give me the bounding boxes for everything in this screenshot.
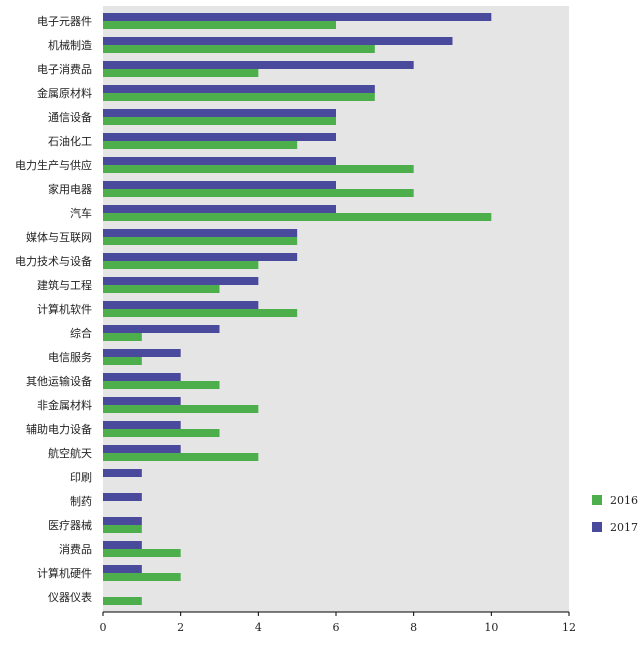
bar-2017 <box>103 493 142 501</box>
category-label: 汽车 <box>70 206 92 220</box>
bar-2016 <box>103 453 259 461</box>
bar-2017 <box>103 325 220 333</box>
x-tick-label: 0 <box>100 621 107 634</box>
bar-2016 <box>103 141 298 149</box>
bar-2017 <box>103 205 336 213</box>
bar-2017 <box>103 253 298 261</box>
category-label: 非金属材料 <box>37 398 92 412</box>
bar-2016 <box>103 69 259 77</box>
bar-2017 <box>103 133 336 141</box>
bar-2017 <box>103 445 181 453</box>
bar-2016 <box>103 45 375 53</box>
category-label: 通信设备 <box>48 110 92 124</box>
bar-2017 <box>103 13 492 21</box>
category-label: 辅助电力设备 <box>26 422 92 436</box>
category-label: 制药 <box>70 495 92 508</box>
category-label: 计算机硬件 <box>37 566 92 580</box>
legend: 2016 2017 <box>592 494 638 534</box>
bar-2016 <box>103 333 142 341</box>
legend-swatch <box>592 522 602 532</box>
x-tick-label: 8 <box>410 621 417 634</box>
category-label: 消费品 <box>59 542 92 556</box>
bar-2017 <box>103 109 336 117</box>
category-label: 印刷 <box>70 471 92 484</box>
bar-2017 <box>103 301 259 309</box>
bar-2016 <box>103 573 181 581</box>
category-label: 综合 <box>70 326 92 340</box>
category-label: 电力技术与设备 <box>15 254 92 268</box>
bar-2017 <box>103 277 259 285</box>
bar-2017 <box>103 565 142 573</box>
category-label: 医疗器械 <box>48 518 92 532</box>
bar-2016 <box>103 237 298 245</box>
x-tick-label: 12 <box>562 621 576 634</box>
category-label: 机械制造 <box>48 38 92 52</box>
bar-2016 <box>103 429 220 437</box>
legend-label: 2016 <box>610 494 638 507</box>
bar-2016 <box>103 381 220 389</box>
bar-2016 <box>103 261 259 269</box>
category-label: 航空航天 <box>48 446 92 460</box>
bar-2017 <box>103 85 375 93</box>
legend-label: 2017 <box>610 521 638 534</box>
bar-2017 <box>103 373 181 381</box>
bar-2016 <box>103 405 259 413</box>
x-axis-ticks: 0 2 4 6 8 10 12 <box>100 612 576 634</box>
bar-2017 <box>103 517 142 525</box>
category-label: 其他运输设备 <box>26 374 92 388</box>
category-label: 石油化工 <box>48 134 92 148</box>
bar-2016 <box>103 597 142 605</box>
x-tick-label: 4 <box>255 621 262 634</box>
category-label: 电子元器件 <box>37 15 92 28</box>
bar-2017 <box>103 421 181 429</box>
x-tick-label: 6 <box>333 621 340 634</box>
bar-2017 <box>103 541 142 549</box>
x-tick-label: 10 <box>484 621 498 634</box>
bar-2016 <box>103 21 336 29</box>
category-label: 仪器仪表 <box>48 590 92 604</box>
category-labels: 电子元器件机械制造电子消费品金属原材料通信设备石油化工电力生产与供应家用电器汽车… <box>15 15 92 604</box>
bar-2016 <box>103 357 142 365</box>
bar-2017 <box>103 157 336 165</box>
category-label: 电子消费品 <box>37 62 92 76</box>
category-label: 家用电器 <box>48 182 92 196</box>
bar-2017 <box>103 37 453 45</box>
bar-2016 <box>103 525 142 533</box>
bar-2017 <box>103 397 181 405</box>
category-label: 金属原材料 <box>37 86 92 100</box>
bars-group <box>103 13 492 605</box>
bar-2016 <box>103 165 414 173</box>
bar-2016 <box>103 309 298 317</box>
bar-2017 <box>103 469 142 477</box>
x-tick-label: 2 <box>177 621 184 634</box>
bar-2016 <box>103 213 492 221</box>
bar-2017 <box>103 229 298 237</box>
bar-2016 <box>103 93 375 101</box>
category-label: 建筑与工程 <box>37 278 92 292</box>
category-label: 电信服务 <box>48 351 92 364</box>
category-label: 媒体与互联网 <box>26 230 92 244</box>
bar-2016 <box>103 285 220 293</box>
bar-2016 <box>103 189 414 197</box>
category-label: 计算机软件 <box>37 302 92 316</box>
bar-2016 <box>103 549 181 557</box>
category-label: 电力生产与供应 <box>15 158 92 172</box>
bar-2016 <box>103 117 336 125</box>
bar-2017 <box>103 181 336 189</box>
legend-swatch <box>592 495 602 505</box>
bar-2017 <box>103 349 181 357</box>
bar-2017 <box>103 61 414 69</box>
